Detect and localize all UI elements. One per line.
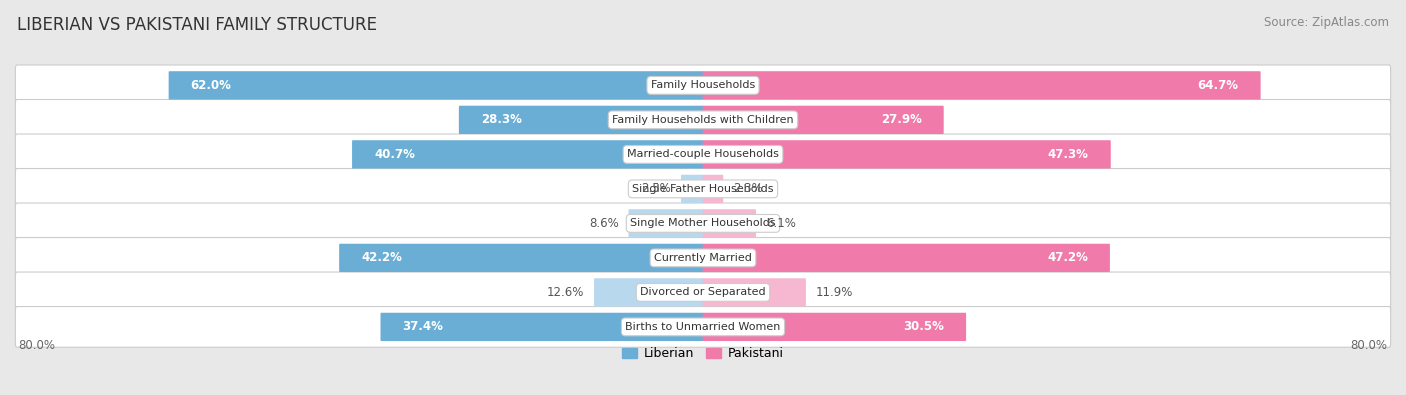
- Text: Divorced or Separated: Divorced or Separated: [640, 288, 766, 297]
- FancyBboxPatch shape: [15, 203, 1391, 244]
- Text: 12.6%: 12.6%: [547, 286, 583, 299]
- Text: 80.0%: 80.0%: [18, 339, 55, 352]
- FancyBboxPatch shape: [703, 244, 1109, 272]
- FancyBboxPatch shape: [15, 307, 1391, 347]
- Text: Single Father Households: Single Father Households: [633, 184, 773, 194]
- Text: 62.0%: 62.0%: [191, 79, 232, 92]
- Text: 8.6%: 8.6%: [589, 217, 619, 230]
- FancyBboxPatch shape: [703, 71, 1261, 100]
- Text: Family Households with Children: Family Households with Children: [612, 115, 794, 125]
- FancyBboxPatch shape: [458, 106, 703, 134]
- Text: 2.5%: 2.5%: [641, 182, 671, 196]
- Text: 6.1%: 6.1%: [766, 217, 796, 230]
- FancyBboxPatch shape: [703, 175, 723, 203]
- FancyBboxPatch shape: [595, 278, 703, 307]
- FancyBboxPatch shape: [703, 278, 806, 307]
- FancyBboxPatch shape: [15, 65, 1391, 106]
- FancyBboxPatch shape: [169, 71, 703, 100]
- Text: 27.9%: 27.9%: [882, 113, 922, 126]
- Text: Family Households: Family Households: [651, 80, 755, 90]
- FancyBboxPatch shape: [15, 169, 1391, 209]
- Text: Births to Unmarried Women: Births to Unmarried Women: [626, 322, 780, 332]
- Text: 64.7%: 64.7%: [1198, 79, 1239, 92]
- FancyBboxPatch shape: [352, 140, 703, 169]
- Text: Married-couple Households: Married-couple Households: [627, 149, 779, 159]
- Text: 47.2%: 47.2%: [1047, 251, 1088, 264]
- Legend: Liberian, Pakistani: Liberian, Pakistani: [617, 342, 789, 365]
- Text: 42.2%: 42.2%: [361, 251, 402, 264]
- FancyBboxPatch shape: [703, 313, 966, 341]
- Text: LIBERIAN VS PAKISTANI FAMILY STRUCTURE: LIBERIAN VS PAKISTANI FAMILY STRUCTURE: [17, 16, 377, 34]
- Text: 47.3%: 47.3%: [1047, 148, 1088, 161]
- FancyBboxPatch shape: [15, 272, 1391, 313]
- Text: 28.3%: 28.3%: [481, 113, 522, 126]
- FancyBboxPatch shape: [681, 175, 703, 203]
- FancyBboxPatch shape: [703, 106, 943, 134]
- FancyBboxPatch shape: [381, 313, 703, 341]
- Text: Currently Married: Currently Married: [654, 253, 752, 263]
- FancyBboxPatch shape: [339, 244, 703, 272]
- Text: 30.5%: 30.5%: [903, 320, 945, 333]
- FancyBboxPatch shape: [703, 140, 1111, 169]
- Text: 40.7%: 40.7%: [374, 148, 415, 161]
- Text: 2.3%: 2.3%: [733, 182, 763, 196]
- Text: Single Mother Households: Single Mother Households: [630, 218, 776, 228]
- FancyBboxPatch shape: [15, 100, 1391, 140]
- FancyBboxPatch shape: [703, 209, 756, 237]
- FancyBboxPatch shape: [628, 209, 703, 237]
- Text: 80.0%: 80.0%: [1351, 339, 1388, 352]
- Text: 11.9%: 11.9%: [815, 286, 853, 299]
- Text: Source: ZipAtlas.com: Source: ZipAtlas.com: [1264, 16, 1389, 29]
- FancyBboxPatch shape: [15, 134, 1391, 175]
- Text: 37.4%: 37.4%: [402, 320, 443, 333]
- FancyBboxPatch shape: [15, 237, 1391, 278]
